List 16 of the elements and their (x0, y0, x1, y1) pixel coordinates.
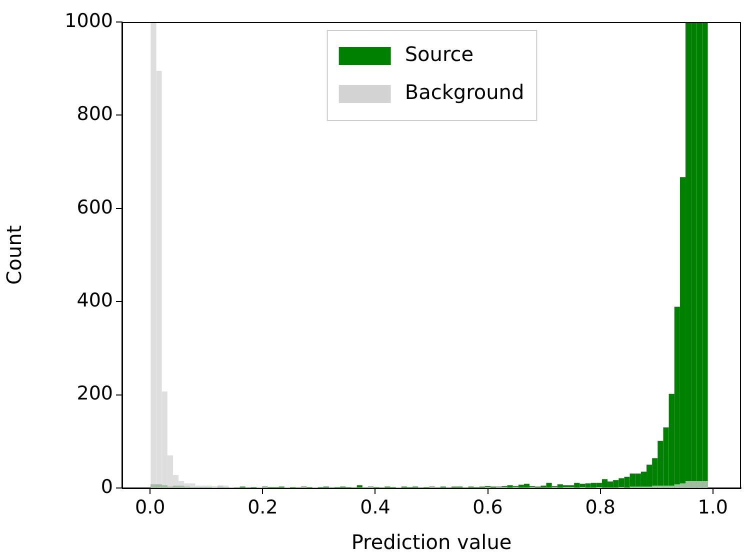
y-tick-label: 600 (76, 196, 113, 218)
y-tick-label: 400 (76, 290, 113, 312)
x-tick-label: 0.0 (135, 496, 166, 518)
x-tick-label: 0.2 (248, 496, 278, 518)
x-tick-label: 0.6 (472, 496, 503, 518)
x-tick-label: 0.8 (585, 496, 616, 518)
y-axis-title: Count (2, 225, 26, 285)
legend-label: Source (404, 42, 474, 66)
legend-label: Background (404, 80, 524, 104)
y-tick-label: 200 (76, 382, 113, 405)
y-tick-label: 800 (76, 103, 113, 126)
x-axis-title: Prediction value (351, 530, 512, 554)
x-tick-label: 1.0 (698, 496, 728, 518)
y-tick-label: 1000 (64, 10, 113, 32)
x-tick-label: 0.4 (360, 496, 390, 518)
y-tick-label: 0 (100, 476, 113, 498)
